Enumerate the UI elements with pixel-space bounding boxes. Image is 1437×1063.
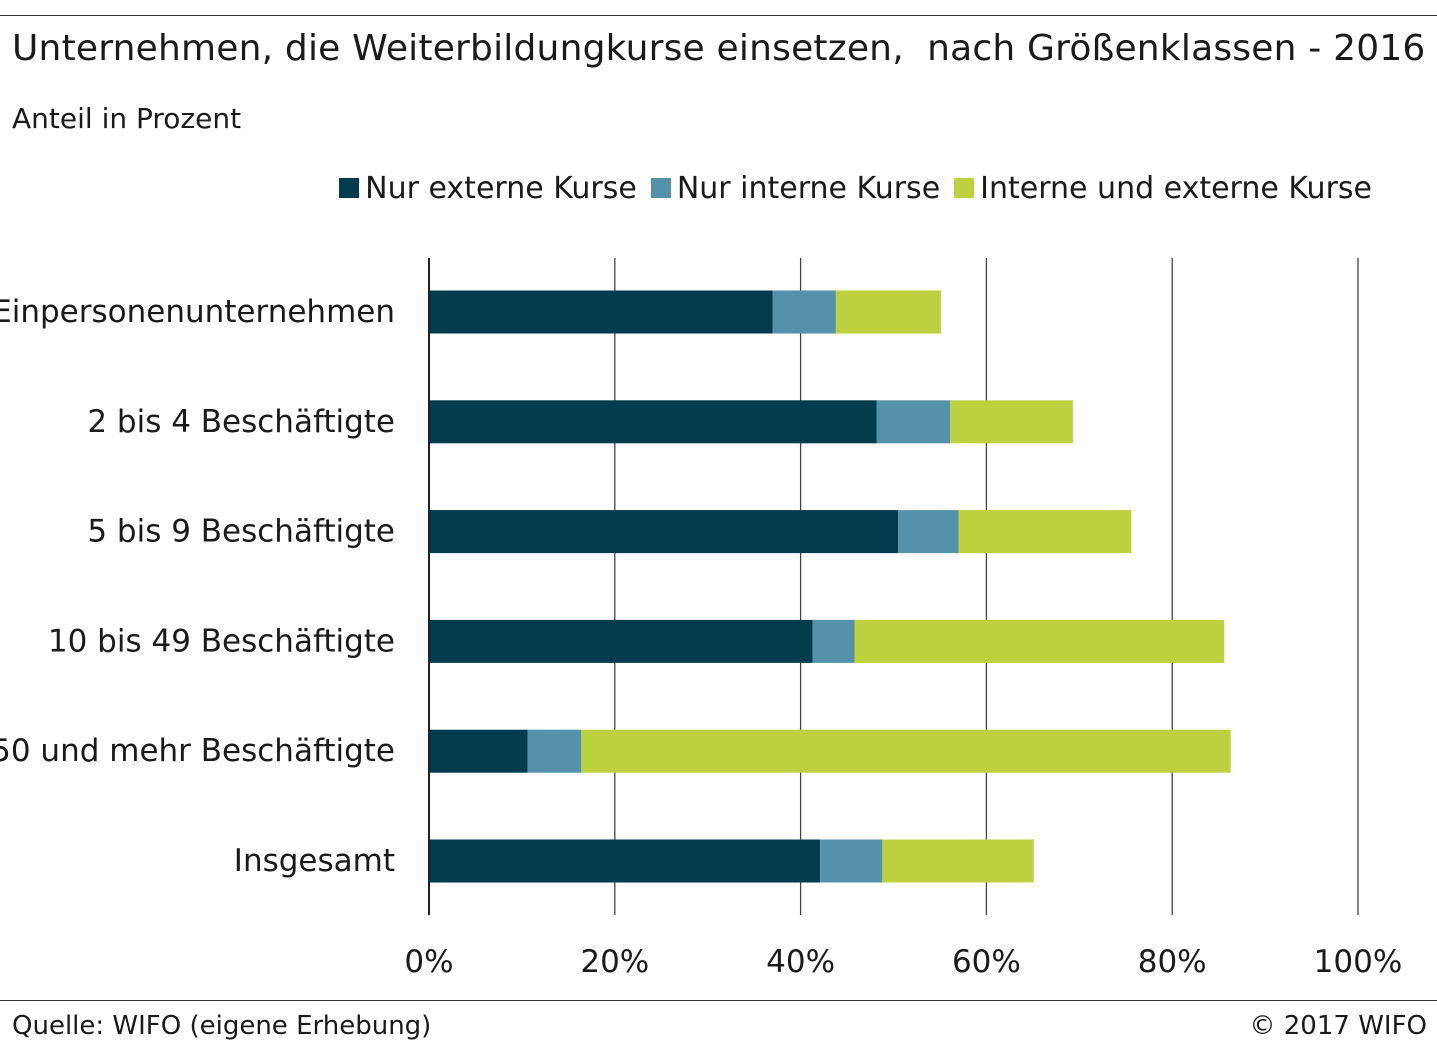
category-label: 10 bis 49 Beschäftigte: [48, 623, 395, 659]
bar-segment: [429, 510, 899, 554]
bar-segment: [429, 400, 877, 444]
bar-segment: [581, 729, 1231, 773]
legend-item-both: Interne und externe Kurse: [954, 171, 1372, 206]
bar-segment: [429, 619, 813, 663]
copyright-note: © 2017 WIFO: [1249, 1011, 1428, 1041]
legend-item-external: Nur externe Kurse: [339, 171, 637, 206]
bar-segment: [854, 619, 1225, 663]
legend-label-both: Interne und externe Kurse: [980, 170, 1372, 206]
top-rule: [0, 15, 1437, 16]
bar-segment: [882, 839, 1034, 883]
legend: Nur externe Kurse Nur interne Kurse Inte…: [0, 170, 1372, 206]
bar-segment: [812, 619, 855, 663]
legend-item-internal: Nur interne Kurse: [650, 170, 941, 206]
category-label: Einpersonenunternehmen: [0, 294, 395, 330]
x-tick-label: 60%: [952, 944, 1021, 980]
bar-segment: [429, 290, 773, 334]
bar-segment: [835, 290, 941, 334]
legend-label-internal: Nur interne Kurse: [676, 170, 941, 206]
bar-segment: [958, 510, 1132, 554]
bar-segment: [898, 510, 959, 554]
x-tick-label: 80%: [1138, 944, 1207, 980]
bar-segment: [429, 839, 821, 883]
category-label: 50 und mehr Beschäftigte: [0, 733, 395, 769]
bar-segment: [527, 729, 582, 773]
source-note: Quelle: WIFO (eigene Erhebung): [12, 1011, 432, 1041]
bar-segment: [876, 400, 951, 444]
category-label: Insgesamt: [234, 843, 395, 879]
legend-swatch-external: [339, 178, 360, 198]
x-tick-label: 0%: [404, 944, 453, 980]
chart-plot: Einpersonenunternehmen 2 bis 4 Beschäftig…: [0, 258, 1403, 980]
x-tick-label: 20%: [580, 944, 649, 980]
bottom-rule: [0, 1000, 1437, 1001]
legend-label-external: Nur externe Kurse: [365, 170, 637, 206]
bar-segment: [820, 839, 883, 883]
chart-subtitle: Anteil in Prozent: [12, 102, 242, 135]
x-tick-label: 40%: [766, 944, 835, 980]
chart-title: Unternehmen, die Weiterbildungkurse eins…: [12, 28, 1426, 69]
legend-swatch-both: [954, 178, 975, 198]
category-label: 2 bis 4 Beschäftigte: [87, 404, 395, 440]
bar-segment: [429, 729, 528, 773]
bar-segment: [950, 400, 1073, 444]
x-tick-label: 100%: [1314, 944, 1403, 980]
category-label: 5 bis 9 Beschäftigte: [87, 514, 395, 550]
bar-segment: [772, 290, 836, 334]
legend-swatch-internal: [650, 178, 671, 198]
